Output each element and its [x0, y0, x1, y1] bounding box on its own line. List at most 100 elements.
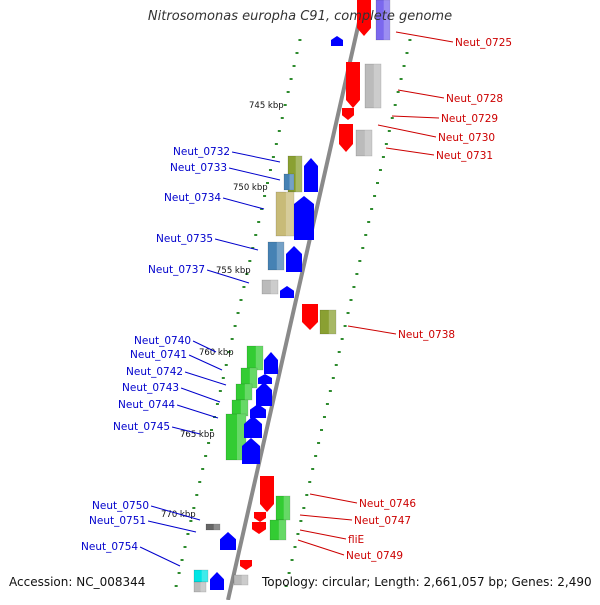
leader-line — [188, 354, 223, 371]
gene-neut-0750-block-shade — [213, 524, 220, 530]
gene-neut-0738-block — [319, 309, 337, 335]
gene-label-right: Neut_0730 — [438, 132, 495, 144]
gene-label-left: Neut_0737 — [148, 264, 205, 276]
gene-bottom-arrow — [240, 560, 252, 570]
gene-neut-0754-grey — [193, 581, 207, 593]
leader-line — [214, 238, 259, 251]
gene-neut-0750-block — [205, 523, 221, 531]
leader-line — [171, 426, 201, 435]
gene-neut-0732-block-shade — [295, 156, 302, 192]
gene-label-left: Neut_0744 — [118, 399, 175, 411]
leader-line — [297, 539, 345, 556]
gene-neut-0732-arrow — [304, 158, 318, 192]
gene-neut-0733-block-shade — [289, 174, 294, 190]
gene-neut-0745-arrow-b — [242, 438, 260, 464]
gene-label-right: Neut_0746 — [359, 498, 416, 510]
gene-neut-0751-arrow — [220, 532, 236, 550]
gene-neut-0735-arrow — [286, 246, 302, 272]
genome-backbone — [226, 0, 366, 601]
gene-label-left: Neut_0743 — [122, 382, 179, 394]
gene-neut-0730-arrow — [339, 124, 353, 152]
kbp-label: 760 kbp — [199, 348, 234, 358]
gene-neut-0725-block-shade — [383, 0, 390, 40]
gene-neut-0749-block — [269, 519, 287, 541]
gene-neut-0734-arrow — [294, 196, 314, 240]
gene-label-left: Neut_0734 — [164, 192, 221, 204]
gene-neut-0741-block-shade — [249, 368, 257, 388]
leader-line — [347, 325, 397, 335]
gene-neut-0740-arrow — [264, 352, 278, 374]
gene-neut-0735-block-shade — [276, 242, 284, 270]
gene-neut-0754-grey-shade — [200, 582, 206, 592]
right-gene-labels: Neut_0725 Neut_0728 Neut_0729 Neut_0730 Neut… — [346, 37, 512, 562]
leader-line — [231, 151, 281, 163]
accession-text: Accession: NC_008344 — [9, 575, 146, 589]
gene-features — [193, 0, 391, 593]
gene-neut-0728-arrow — [346, 62, 360, 108]
gene-neut-0745-block-shade — [237, 414, 246, 460]
scale-ticks — [174, 39, 412, 587]
gene-neut-0725-block — [375, 0, 391, 41]
gene-neut-0740-block-shade — [255, 346, 263, 370]
gene-flie-arrow — [254, 512, 266, 522]
gene-neut-0728-block-shade — [373, 64, 381, 108]
gene-small-arrow — [331, 36, 343, 46]
gene-neut-0746-arrow — [260, 476, 274, 512]
gene-bottom-grey — [233, 574, 249, 586]
leader-line — [192, 340, 217, 353]
map-title: Nitrosomonas europha C91, complete genom… — [147, 9, 453, 24]
leader-line — [309, 493, 358, 504]
gene-neut-0745-arrow-a — [244, 416, 262, 438]
gene-neut-0731-block-shade — [364, 130, 372, 156]
leader-line — [299, 529, 347, 540]
gene-neut-0725-arrow — [357, 0, 371, 36]
kbp-label: 750 kbp — [233, 183, 268, 193]
gene-neut-0728-block — [364, 63, 382, 109]
gene-neut-0743-arrow — [256, 382, 272, 406]
gene-label-left: Neut_0754 — [81, 541, 138, 553]
kbp-label: 745 kbp — [249, 101, 284, 111]
gene-neut-0737-block — [261, 279, 279, 295]
gene-neut-0742-arrow — [258, 374, 272, 384]
gene-label-right: Neut_0725 — [455, 37, 512, 49]
gene-label-right: Neut_0729 — [441, 113, 498, 125]
gene-bottom-grey-shade — [241, 575, 248, 585]
gene-label-left: Neut_0733 — [170, 162, 227, 174]
gene-label-left: Neut_0740 — [134, 335, 191, 347]
gene-label-left: Neut_0750 — [92, 500, 149, 512]
leader-line — [228, 167, 281, 181]
gene-neut-0744-arrow — [250, 404, 266, 418]
gene-label-left: Neut_0751 — [89, 515, 146, 527]
leader-line — [184, 371, 227, 386]
gene-label-right: Neut_0728 — [446, 93, 503, 105]
gene-neut-0754-arrow — [210, 572, 224, 590]
gene-neut-0737-block-shade — [270, 280, 278, 294]
leader-line — [299, 514, 353, 521]
leader-line — [385, 147, 435, 156]
gene-neut-0735-block — [267, 241, 285, 271]
gene-neut-0733-block — [283, 173, 295, 191]
gene-neut-0738-arrow — [302, 304, 318, 330]
gene-neut-0749-block-shade — [278, 520, 286, 540]
gene-label-right: Neut_0747 — [354, 515, 411, 527]
gene-label-right: Neut_0731 — [436, 150, 493, 162]
gene-neut-0729-arrow — [342, 108, 354, 120]
kbp-label: 770 kbp — [161, 510, 196, 520]
left-gene-labels: Neut_0732 Neut_0733 Neut_0734 Neut_0735 Neut… — [81, 146, 230, 553]
gene-neut-0737-arrow — [280, 286, 294, 298]
gene-label-right: Neut_0738 — [398, 329, 455, 341]
kbp-label: 765 kbp — [180, 430, 215, 440]
gene-neut-0734-block-shade — [285, 192, 294, 236]
gene-neut-0738-block-shade — [328, 310, 336, 334]
gene-neut-0754-block-shade — [201, 570, 208, 582]
gene-neut-0743-block-shade — [244, 384, 252, 400]
gene-neut-0749-arrow — [252, 522, 266, 534]
leader-line — [139, 546, 181, 567]
gene-label-right: fliE — [348, 534, 364, 546]
gene-label-left: Neut_0735 — [156, 233, 213, 245]
leader-line — [180, 387, 221, 403]
gene-label-left: Neut_0745 — [113, 421, 170, 433]
gene-neut-0731-block — [355, 129, 373, 157]
leader-line — [222, 197, 265, 210]
